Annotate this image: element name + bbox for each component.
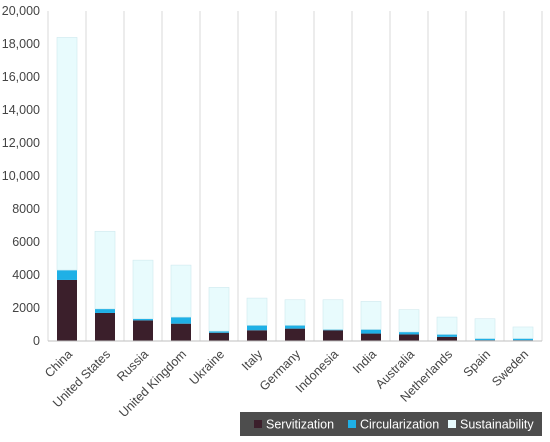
bar-segment-circularization xyxy=(437,334,457,337)
bar-segment-servitization xyxy=(323,330,343,341)
bar-segment-sustainability xyxy=(56,37,78,271)
bar-segment-circularization xyxy=(361,329,381,334)
bar-segment-sustainability xyxy=(512,326,534,339)
legend-swatch xyxy=(348,420,356,428)
bar-segment-servitization xyxy=(95,312,115,341)
y-tick-label: 6000 xyxy=(12,235,40,249)
bar-segment-servitization xyxy=(57,279,77,341)
bar-segment-circularization xyxy=(513,338,533,341)
bar-segment-circularization xyxy=(399,331,419,335)
bar-segment-servitization xyxy=(285,328,305,341)
bar-segment-sustainability xyxy=(132,259,154,320)
legend-label: Sustainability xyxy=(460,418,534,432)
legend-swatch xyxy=(448,420,456,428)
y-tick-label: 16,000 xyxy=(2,70,40,84)
vertical-gridlines xyxy=(47,11,543,341)
legend-label: Circularization xyxy=(360,418,439,432)
bars xyxy=(56,37,534,341)
bar-segment-circularization xyxy=(285,325,305,329)
legend-label: Servitization xyxy=(266,418,334,432)
bar-segment-servitization xyxy=(399,334,419,341)
bar-segment-sustainability xyxy=(94,230,116,310)
legend-background xyxy=(240,412,542,436)
y-tick-label: 8000 xyxy=(12,202,40,216)
bar-segment-servitization xyxy=(247,330,267,341)
bar-segment-circularization xyxy=(475,338,495,341)
bar-segment-circularization xyxy=(323,329,343,331)
bar-segment-sustainability xyxy=(322,299,344,330)
bar-segment-sustainability xyxy=(436,316,458,335)
y-tick-label: 20,000 xyxy=(2,4,40,18)
y-tick-label: 2000 xyxy=(12,301,40,315)
legend-swatch xyxy=(254,420,262,428)
bar-segment-servitization xyxy=(133,320,153,341)
bar-segment-servitization xyxy=(437,336,457,341)
bar-segment-circularization xyxy=(133,318,153,321)
bar-segment-servitization xyxy=(171,323,191,341)
bar-segment-circularization xyxy=(247,325,267,331)
y-axis-ticks: 0 2000 4000 6000 8000 10,000 12,000 14,000 16,00… xyxy=(2,4,40,348)
y-tick-label: 18,000 xyxy=(2,37,40,51)
y-tick-label: 12,000 xyxy=(2,136,40,150)
bar-segment-circularization xyxy=(209,331,229,333)
bar-segment-sustainability xyxy=(246,297,268,326)
bar-segment-circularization xyxy=(171,317,191,324)
bar-segment-sustainability xyxy=(360,301,382,330)
bar-segment-circularization xyxy=(95,308,115,313)
y-tick-label: 14,000 xyxy=(2,103,40,117)
y-tick-label: 0 xyxy=(33,334,40,348)
bar-segment-sustainability xyxy=(284,299,306,326)
bar-segment-sustainability xyxy=(170,264,192,318)
bar-segment-servitization xyxy=(361,333,381,341)
legend: Servitization Circularization Sustainabili… xyxy=(240,412,542,436)
bar-segment-circularization xyxy=(57,270,77,280)
bar-segment-sustainability xyxy=(208,287,230,332)
bar-segment-sustainability xyxy=(398,309,420,333)
y-tick-label: 10,000 xyxy=(2,169,40,183)
y-tick-label: 4000 xyxy=(12,268,40,282)
bar-segment-servitization xyxy=(209,332,229,341)
bar-segment-sustainability xyxy=(474,318,496,339)
